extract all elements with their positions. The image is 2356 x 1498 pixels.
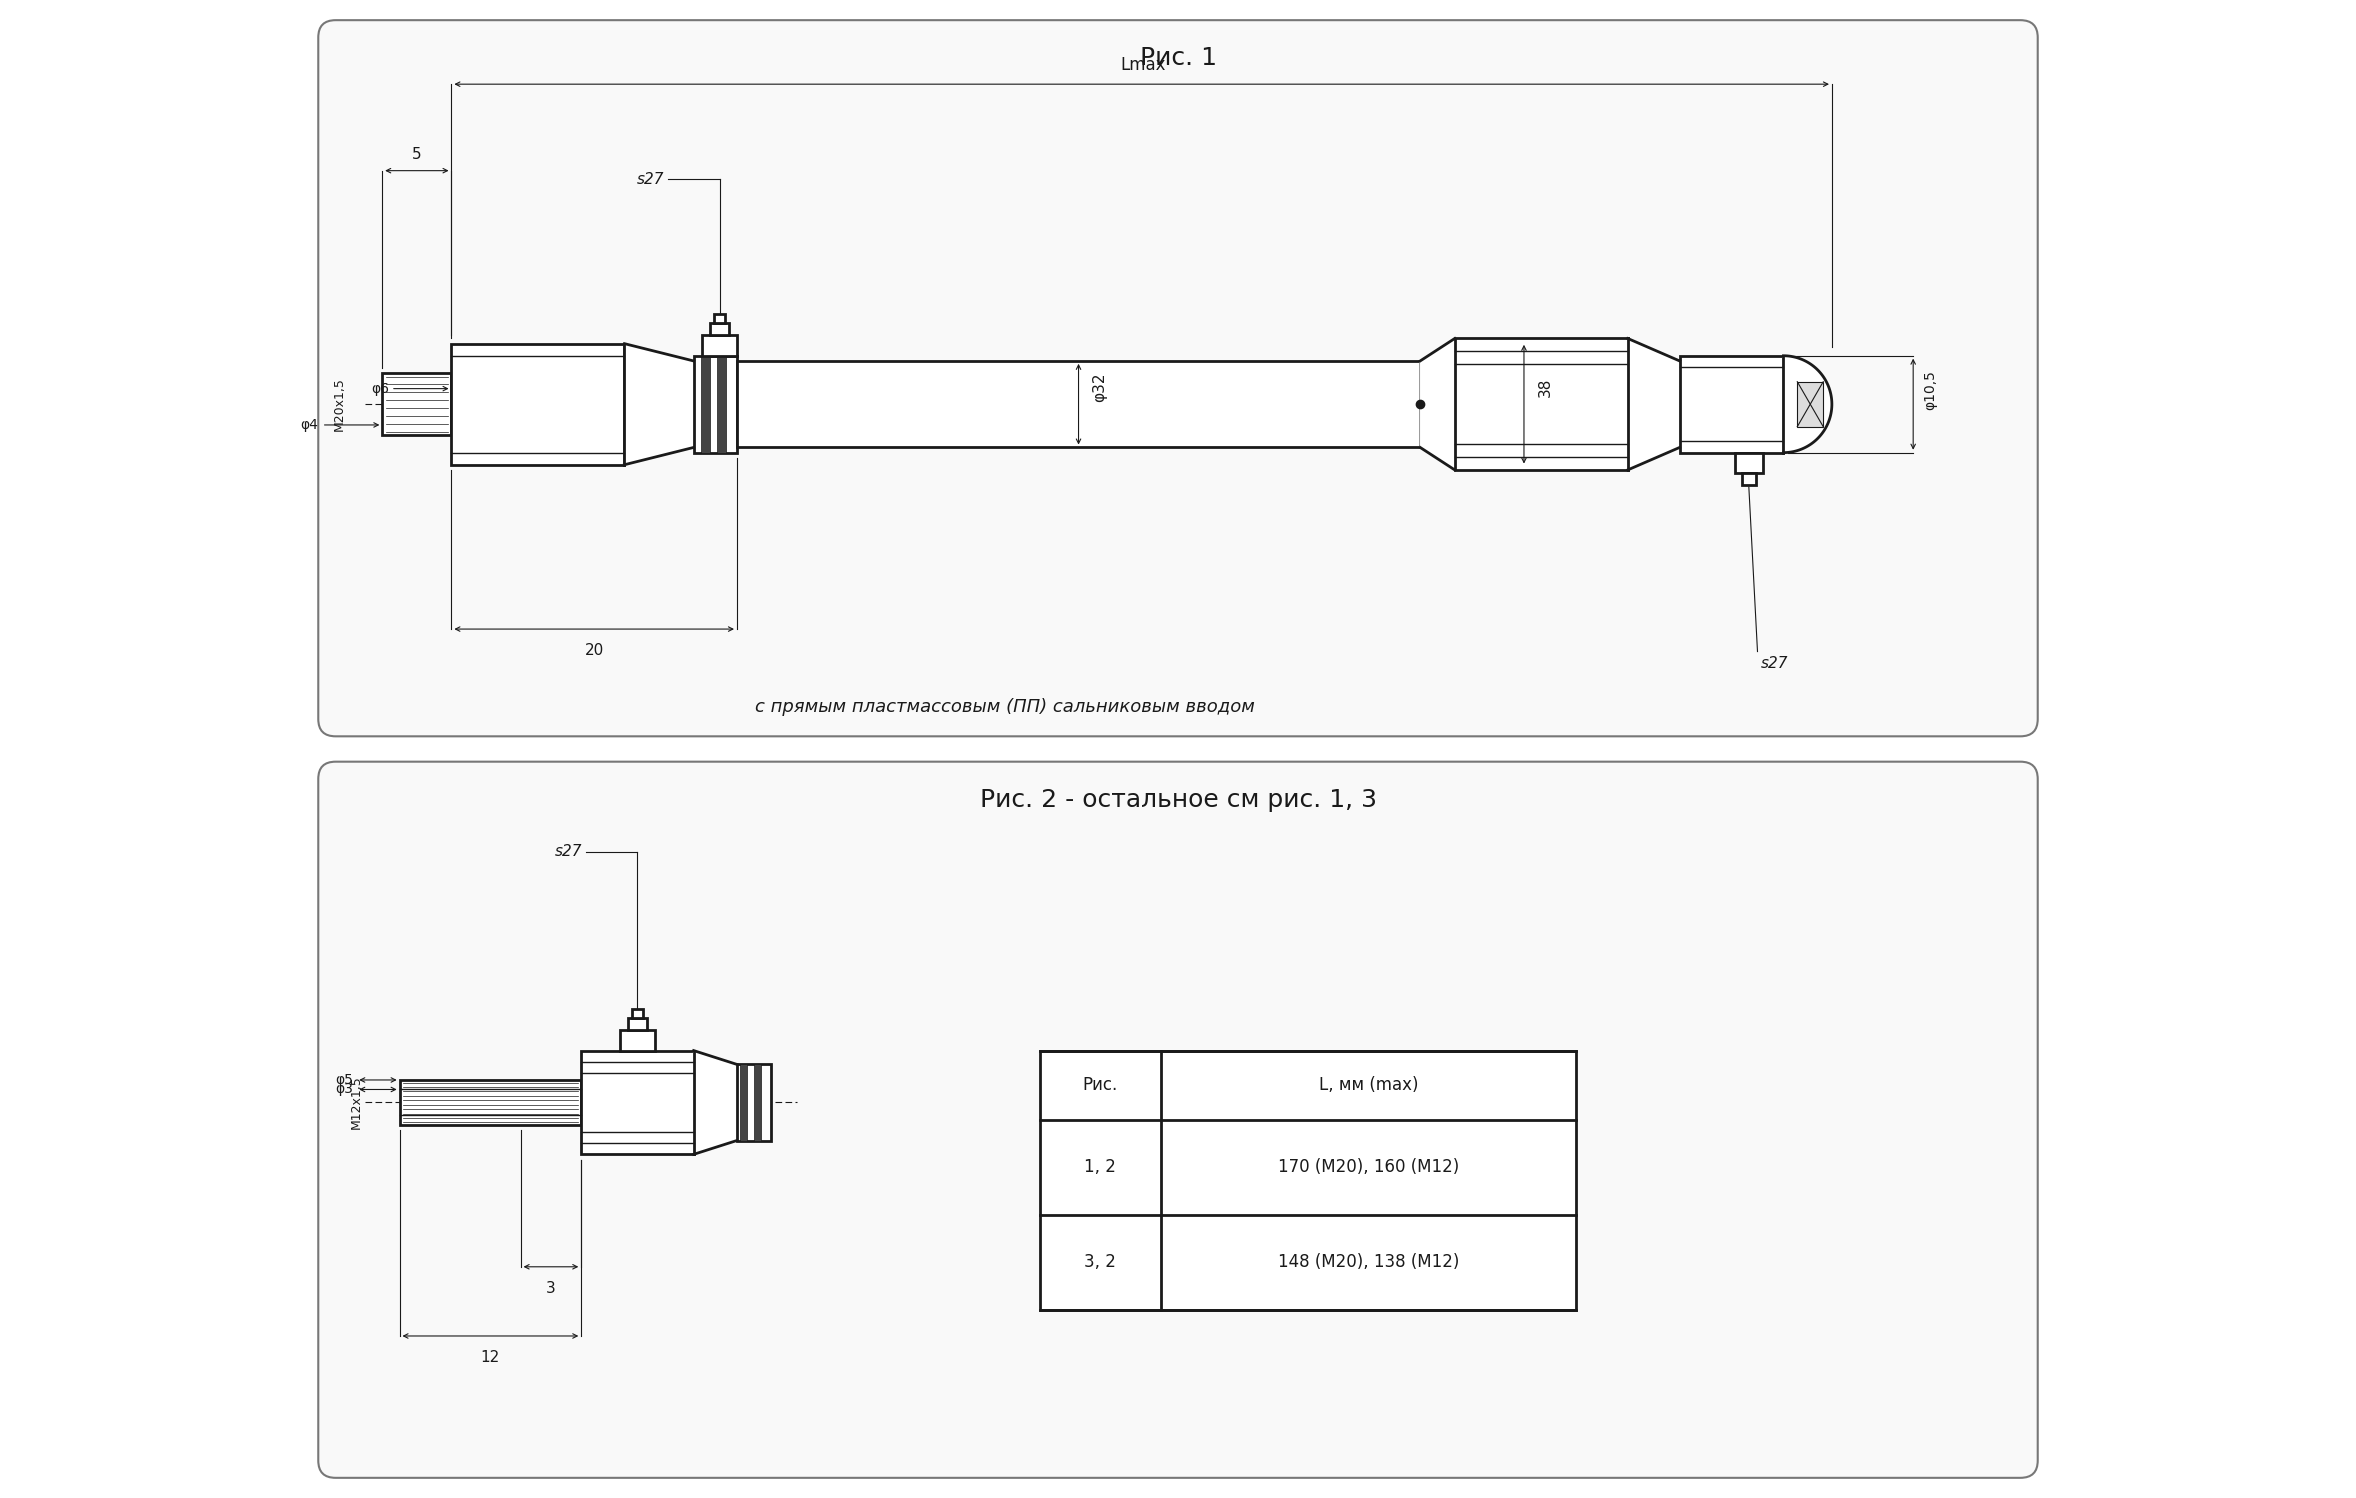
Bar: [737, 361, 1421, 448]
Text: φ5: φ5: [335, 1073, 353, 1088]
Text: φ4: φ4: [302, 418, 318, 431]
Bar: [1798, 382, 1824, 427]
Text: 12: 12: [481, 1350, 499, 1365]
Bar: [737, 1065, 770, 1140]
Text: φ10,5: φ10,5: [1922, 370, 1937, 410]
Bar: [709, 324, 728, 336]
Text: M20x1,5: M20x1,5: [332, 377, 346, 431]
Bar: [702, 355, 709, 452]
Bar: [693, 355, 737, 452]
FancyBboxPatch shape: [318, 761, 2038, 1479]
Bar: [716, 355, 726, 452]
Text: M12x1,5: M12x1,5: [349, 1076, 363, 1129]
Polygon shape: [624, 343, 693, 464]
Bar: [631, 1010, 643, 1017]
Bar: [1680, 355, 1783, 452]
Text: с прямым пластмассовым (ПП) сальниковым вводом: с прямым пластмассовым (ПП) сальниковым …: [754, 698, 1256, 716]
Text: 3, 2: 3, 2: [1084, 1254, 1117, 1272]
Bar: [452, 343, 624, 464]
Text: Рис. 1: Рис. 1: [1140, 46, 1216, 70]
Bar: [401, 1080, 582, 1125]
Bar: [1734, 452, 1762, 473]
Text: 20: 20: [584, 643, 603, 658]
Bar: [1039, 1050, 1576, 1311]
Polygon shape: [1421, 339, 1454, 470]
Text: 148 (М20), 138 (М12): 148 (М20), 138 (М12): [1277, 1254, 1458, 1272]
Text: s27: s27: [1760, 656, 1788, 671]
Text: φ6: φ6: [372, 382, 389, 395]
Text: Рис. 2 - остальное см рис. 1, 3: Рис. 2 - остальное см рис. 1, 3: [980, 788, 1376, 812]
Bar: [1454, 339, 1628, 470]
Bar: [620, 1029, 655, 1050]
Polygon shape: [693, 1050, 737, 1155]
Bar: [740, 1065, 747, 1140]
Text: s27: s27: [554, 845, 582, 860]
Text: φ32: φ32: [1093, 372, 1107, 401]
Polygon shape: [1783, 355, 1833, 452]
Text: L, мм (max): L, мм (max): [1319, 1076, 1418, 1094]
FancyBboxPatch shape: [318, 19, 2038, 737]
Bar: [1741, 473, 1755, 485]
Text: s27: s27: [636, 172, 664, 187]
Text: φ3: φ3: [335, 1083, 353, 1097]
Bar: [629, 1017, 648, 1029]
Bar: [714, 315, 726, 324]
Bar: [382, 373, 452, 436]
Text: Lmax: Lmax: [1121, 55, 1166, 73]
Text: 5: 5: [412, 147, 422, 162]
Text: 1, 2: 1, 2: [1084, 1158, 1117, 1176]
Bar: [702, 336, 737, 355]
Bar: [582, 1050, 693, 1155]
Bar: [754, 1065, 761, 1140]
Text: 170 (М20), 160 (М12): 170 (М20), 160 (М12): [1277, 1158, 1458, 1176]
Text: 3: 3: [547, 1281, 556, 1296]
Text: Рис.: Рис.: [1081, 1076, 1117, 1094]
Text: 38: 38: [1538, 377, 1553, 397]
Polygon shape: [1628, 339, 1680, 470]
